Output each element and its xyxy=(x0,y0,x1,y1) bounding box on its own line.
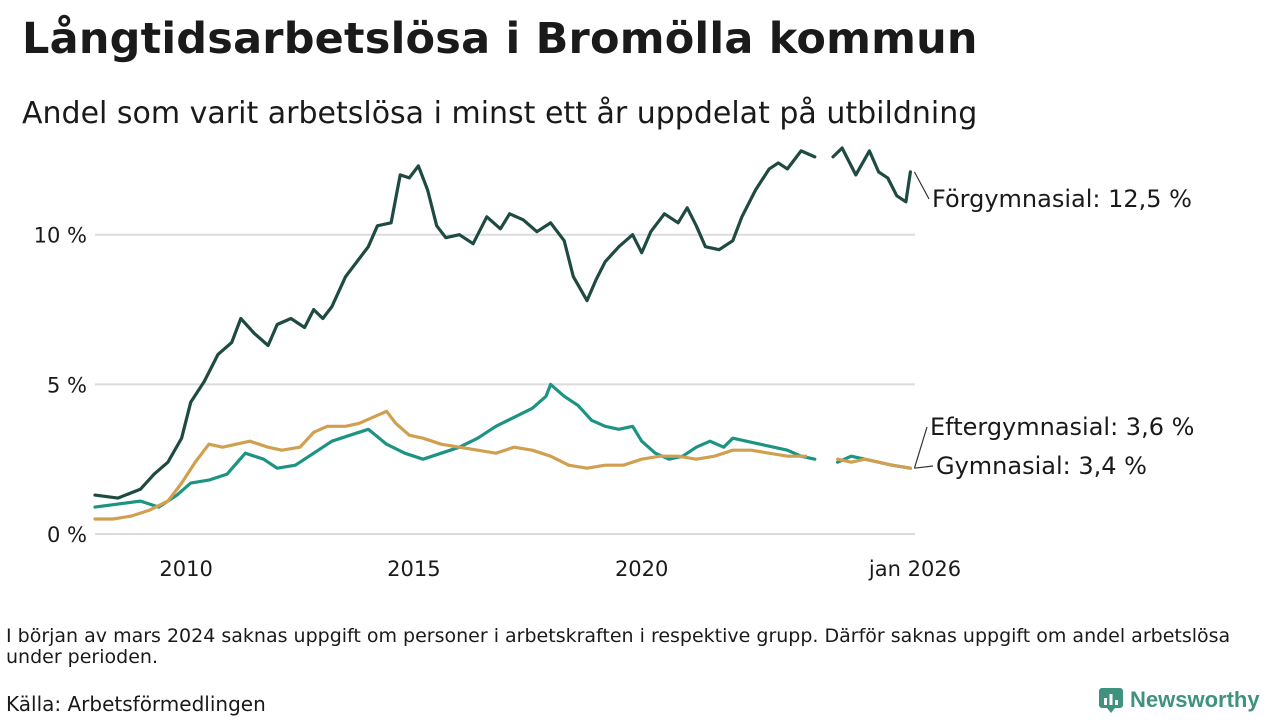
y-tick-label: 5 % xyxy=(47,373,87,397)
label-leader xyxy=(914,465,934,469)
gridlines xyxy=(95,233,915,535)
brand-logo[interactable]: Newsworthy xyxy=(1098,687,1260,713)
footnote: I början av mars 2024 saknas uppgift om … xyxy=(6,625,1231,668)
x-axis-ticks: 2010 2015 2020 jan 2026 xyxy=(159,557,961,581)
newsworthy-logo-icon xyxy=(1099,688,1123,713)
source-credit: Källa: Arbetsförmedlingen xyxy=(6,692,266,716)
series-lines xyxy=(93,146,912,521)
brand-name: Newsworthy xyxy=(1130,687,1260,712)
series-label-förgymnasial: Förgymnasial: 12,5 % xyxy=(932,185,1192,213)
series-label-gymnasial: Gymnasial: 3,4 % xyxy=(936,452,1147,480)
line-chart: 0 % 5 % 10 % 2010 2015 2020 jan 2026 Förgymna… xyxy=(34,146,1194,581)
series-line-eftergymnasial xyxy=(93,382,817,509)
y-tick-label: 0 % xyxy=(47,523,87,547)
y-tick-label: 10 % xyxy=(34,224,87,248)
label-leader xyxy=(913,426,928,469)
label-leader xyxy=(913,171,930,200)
series-line-gymnasial xyxy=(93,409,808,521)
series-labels: Förgymnasial: 12,5 % Eftergymnasial: 3,6 … xyxy=(913,171,1194,480)
chart-subtitle: Andel som varit arbetslösa i minst ett å… xyxy=(22,96,978,131)
x-tick-label: 2020 xyxy=(615,557,668,581)
chart-title: Långtidsarbetslösa i Bromölla kommun xyxy=(22,14,978,64)
x-tick-label: jan 2026 xyxy=(868,557,961,581)
x-tick-label: 2010 xyxy=(159,557,212,581)
series-line-gymnasial xyxy=(836,457,912,470)
series-line-förgymnasial xyxy=(93,149,817,500)
series-label-eftergymnasial: Eftergymnasial: 3,6 % xyxy=(930,413,1194,441)
y-axis-ticks: 0 % 5 % 10 % xyxy=(34,224,87,547)
series-line-förgymnasial xyxy=(831,146,912,204)
x-tick-label: 2015 xyxy=(387,557,440,581)
